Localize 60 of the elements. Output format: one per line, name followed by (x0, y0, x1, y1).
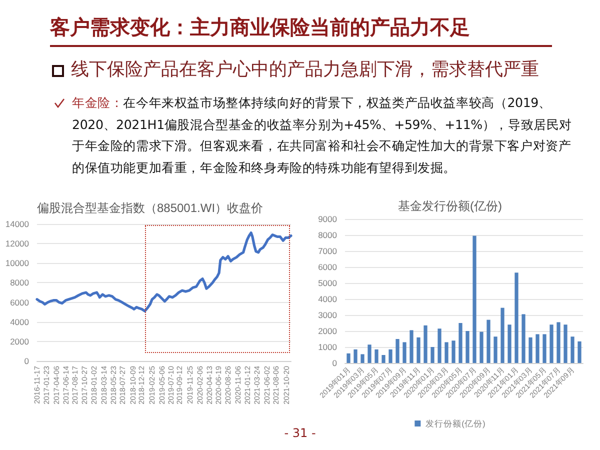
bar (374, 349, 378, 363)
text: 线下保险产品在客户心中的产品力急剧下滑，需求替代严重 (71, 59, 539, 80)
y-tick-label: 7000 (318, 246, 338, 256)
bar (452, 340, 456, 363)
y-tick-label: 1000 (318, 342, 338, 352)
bar (368, 344, 372, 363)
bar (402, 342, 406, 363)
y-tick-label: 3000 (318, 310, 338, 320)
bar (528, 337, 532, 363)
y-tick-label: 8000 (10, 278, 30, 288)
bar (486, 320, 490, 363)
bar (556, 322, 560, 363)
text: 年金险： (72, 95, 124, 110)
y-tick-label: 0 (24, 356, 30, 366)
y-tick-label: 2000 (318, 326, 338, 336)
y-tick-label: 4000 (10, 316, 30, 327)
bar (578, 341, 582, 363)
bar (458, 323, 462, 363)
bar (438, 328, 442, 363)
bar (550, 324, 554, 363)
bar (430, 347, 434, 363)
bar (382, 355, 386, 363)
bar (396, 339, 400, 363)
y-tick-label: 14000 (5, 219, 30, 229)
bar (410, 330, 414, 363)
bar (346, 353, 350, 363)
bar (494, 336, 498, 363)
y-tick-label: 6000 (10, 297, 30, 308)
line-series (36, 232, 292, 312)
chart-title: 基金发行份额(亿份) (398, 199, 502, 213)
bar (424, 325, 428, 363)
bar (536, 334, 540, 363)
y-tick-label: 5000 (318, 278, 338, 288)
y-tick-label: 9000 (318, 214, 338, 224)
bar (466, 331, 470, 363)
y-tick-label: 10000 (5, 258, 30, 268)
y-tick-label: 8000 (318, 230, 338, 240)
bar (564, 324, 568, 363)
y-tick-label: 6000 (318, 262, 338, 272)
bar (416, 337, 420, 363)
y-tick-label: 0 (332, 358, 338, 368)
chart-title: 偏股混合型基金指数（885001.WI）收盘价 (36, 201, 264, 215)
bar (522, 314, 526, 363)
bar (514, 272, 518, 363)
text: - 31 - (283, 426, 317, 440)
bar (472, 236, 476, 363)
legend-label: 发行份额(亿份) (426, 418, 486, 428)
bar (480, 332, 484, 363)
bar (508, 324, 512, 363)
bar (570, 336, 574, 363)
y-tick-label: 2000 (10, 336, 30, 346)
bar (542, 334, 546, 363)
bar (360, 354, 364, 363)
y-tick-label: 12000 (5, 238, 30, 249)
bar (500, 308, 504, 363)
bar (444, 342, 448, 363)
y-tick-label: 4000 (318, 294, 338, 304)
bar (354, 349, 358, 363)
bar (388, 349, 392, 363)
text: 客户需求变化：主力商业保险当前的产品力不足 (50, 14, 552, 47)
